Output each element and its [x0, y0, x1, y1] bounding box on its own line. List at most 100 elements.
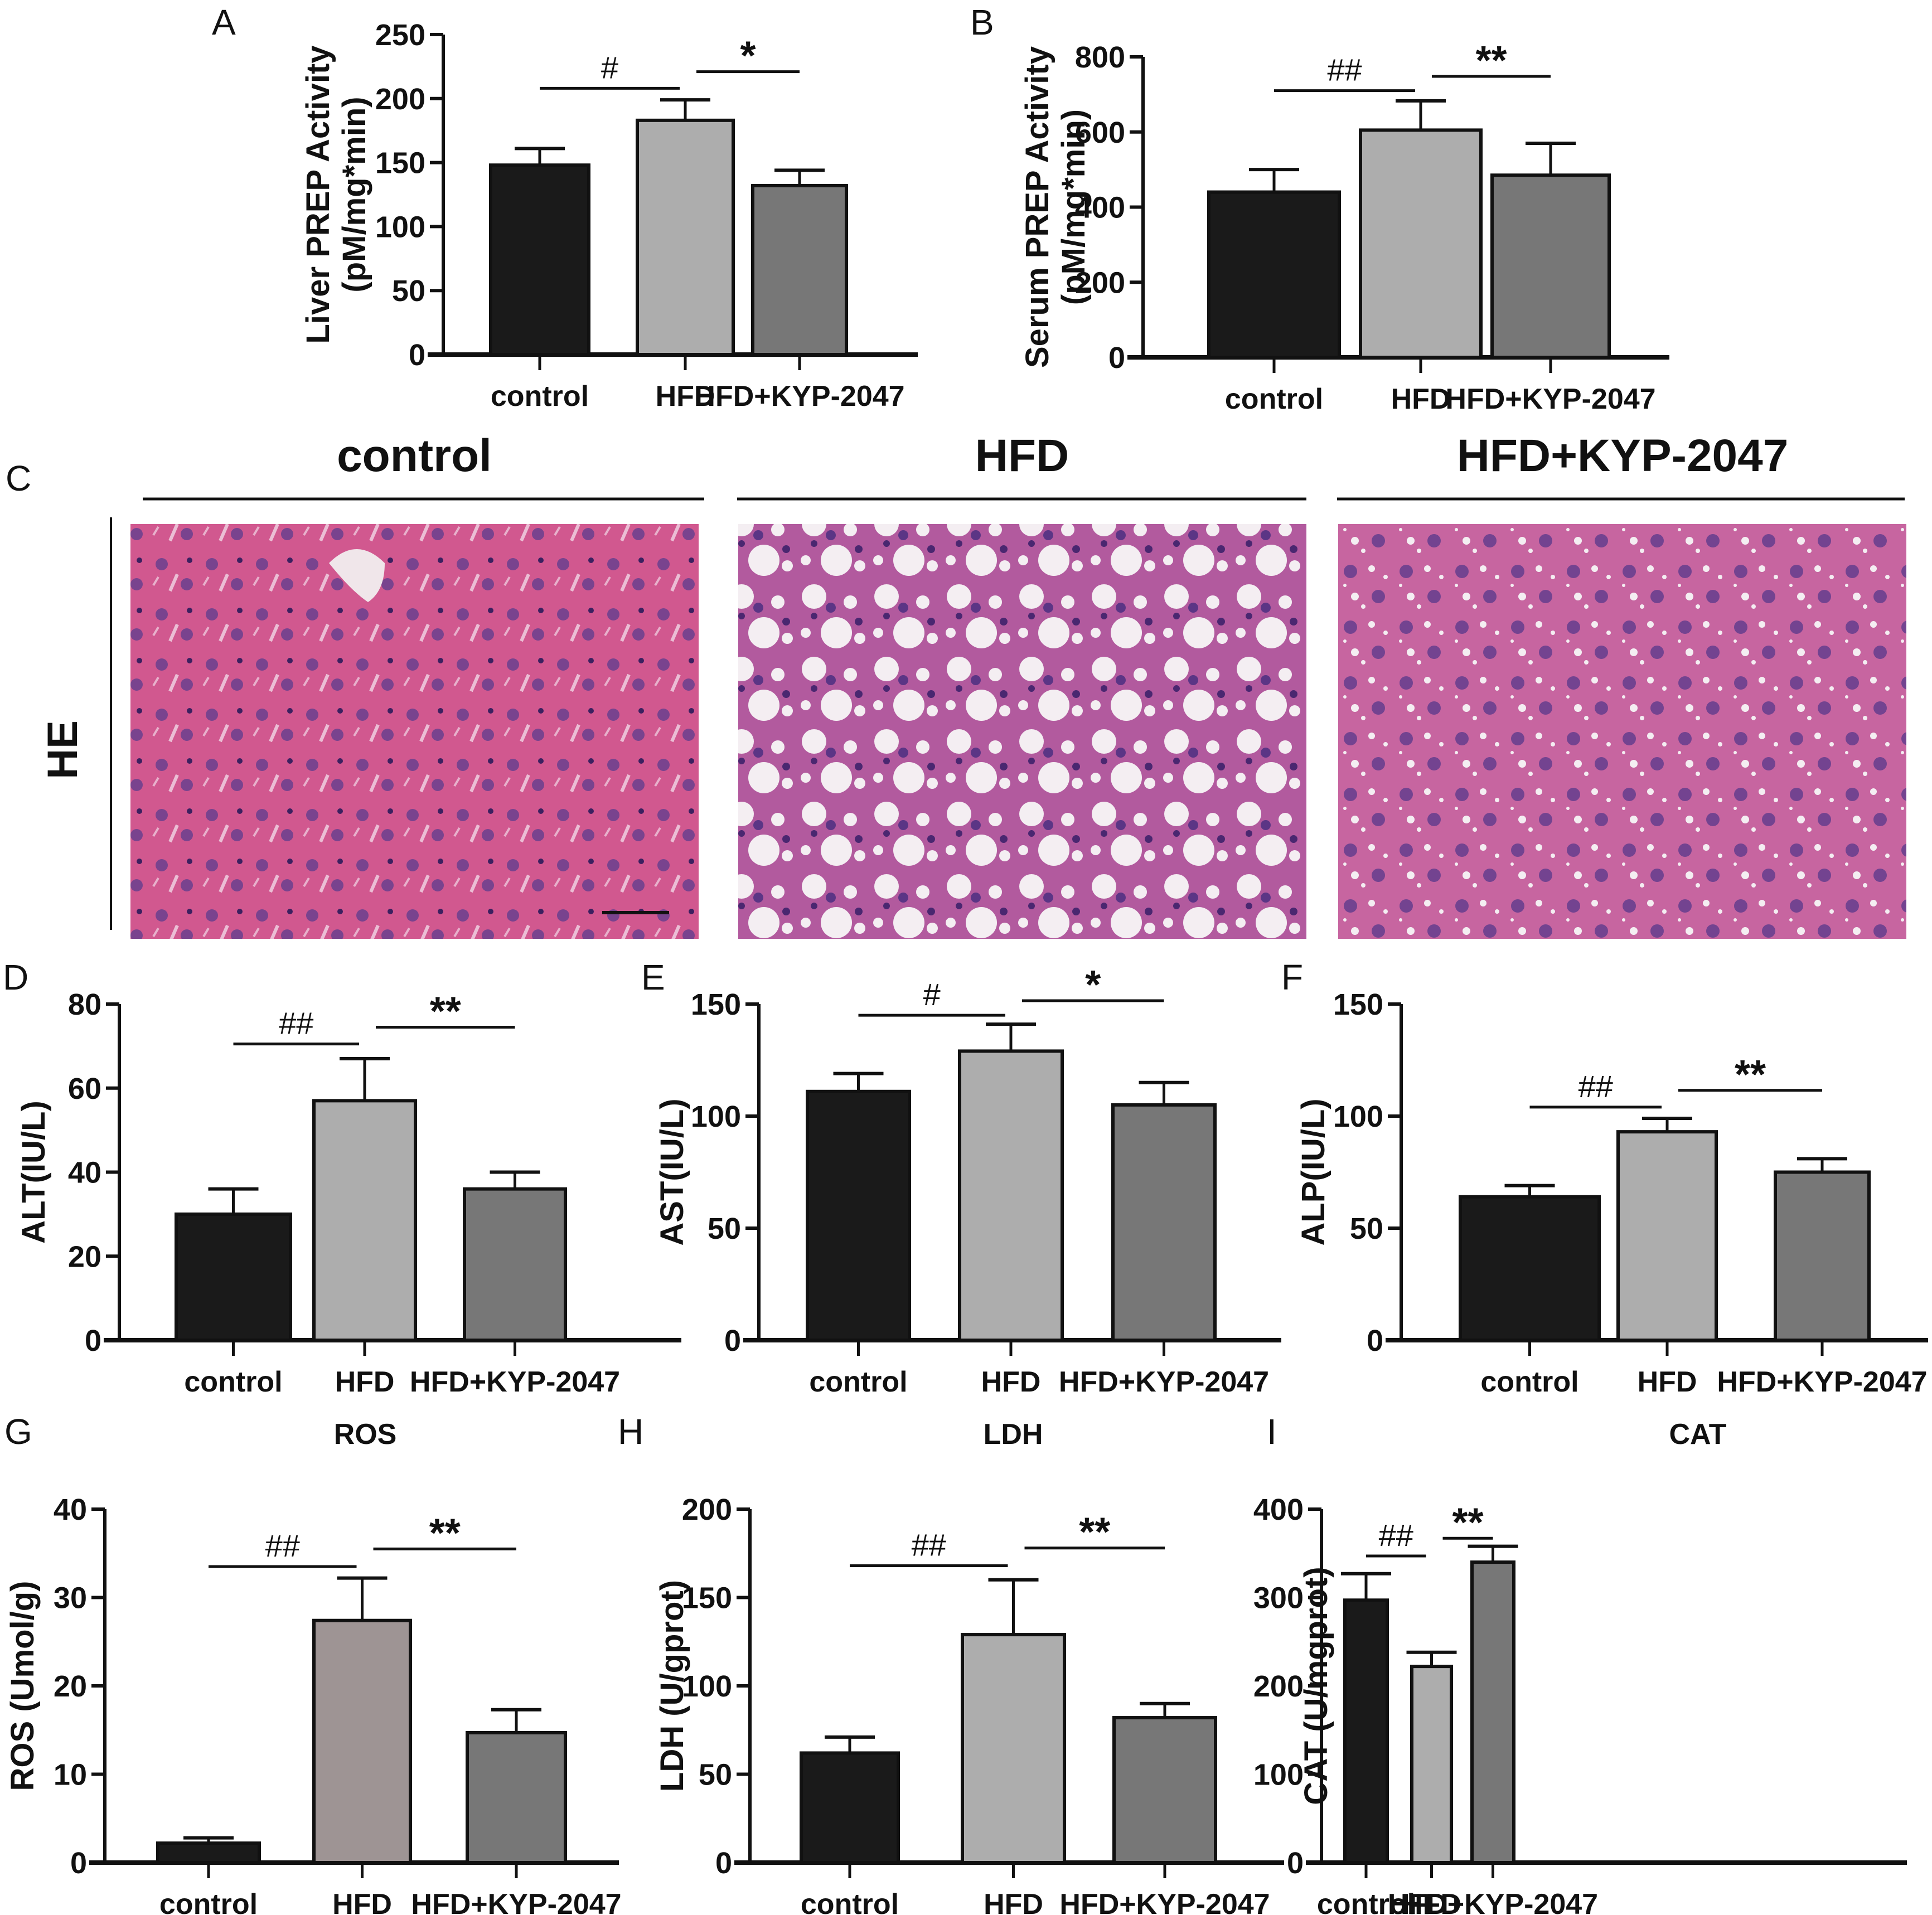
chart-panel-i: I CAT 0 100 200 300 400 CAT (U/mgprot) controlHF…	[1253, 1412, 1907, 1915]
y-tick-label: 0	[85, 1324, 101, 1358]
x-tick-label: HFD	[1638, 1366, 1697, 1398]
y-tick-label: 100	[1333, 1100, 1383, 1133]
y-tick-label: 200	[682, 1493, 732, 1526]
significance-star: *	[740, 34, 756, 79]
y-tick-label: 150	[691, 988, 741, 1021]
significance-hash: ##	[265, 1528, 300, 1563]
significance-hash: ##	[1327, 52, 1362, 88]
histology-image-control	[130, 524, 699, 939]
significance-star: **	[430, 989, 461, 1034]
y-tick-label: 50	[1350, 1212, 1383, 1245]
central-vein	[329, 549, 385, 602]
panel-letter-b: B	[970, 2, 994, 42]
y-tick-label: 300	[1253, 1582, 1304, 1615]
y-tick-label: 600	[1075, 116, 1125, 149]
significance-star: **	[1452, 1500, 1483, 1545]
y-tick-label: 0	[1108, 341, 1125, 375]
bar-control	[1459, 1195, 1601, 1342]
histology-title-control: control	[337, 430, 492, 481]
x-tick-label: control	[801, 1888, 899, 1915]
y-axis-title-units: (pM/mg*min)	[1055, 109, 1092, 305]
y-tick-label: 100	[691, 1100, 741, 1133]
x-tick-label: HFD	[656, 380, 715, 413]
y-tick-label: 0	[715, 1846, 732, 1880]
significance-star: *	[1085, 963, 1101, 1007]
y-tick-label: 0	[724, 1324, 741, 1358]
bar-hfd-kyp-2047	[1470, 1560, 1515, 1865]
bar-control	[175, 1212, 292, 1342]
y-axis-title-units: (pM/mg*min)	[336, 96, 372, 292]
y-tick-label: 30	[54, 1582, 87, 1615]
x-tick-label: HFD+KYP-2047	[1717, 1366, 1927, 1398]
y-axis-title: ALT(IU/L)	[16, 1100, 52, 1244]
y-axis-title: Serum PREP Activity	[1019, 46, 1055, 368]
y-tick-label: 20	[54, 1670, 87, 1703]
x-tick-label: HFD	[981, 1366, 1041, 1398]
y-tick-label: 50	[708, 1212, 741, 1245]
x-tick-label: HFD	[332, 1888, 392, 1915]
x-tick-label: HFD+KYP-2047	[411, 1888, 621, 1915]
x-tick-label: control	[1480, 1366, 1578, 1398]
y-axis-title: CAT (U/mgprot)	[1298, 1567, 1334, 1805]
x-tick-label: HFD	[1402, 1888, 1461, 1915]
x-tick-label: control	[491, 380, 589, 413]
bar-hfd-kyp-2047	[1111, 1103, 1217, 1342]
row-label-he: HE	[39, 720, 86, 779]
bar-hfd-kyp-2047	[466, 1731, 567, 1864]
x-tick-label: HFD+KYP-2047	[410, 1366, 620, 1398]
chart-title: LDH	[984, 1418, 1043, 1451]
y-tick-label: 0	[1367, 1324, 1383, 1358]
y-tick-label: 400	[1075, 191, 1125, 225]
y-axis-title: ALP(IU/L)	[1295, 1098, 1331, 1245]
y-axis-title: ROS (Umol/g)	[4, 1581, 41, 1791]
histology-panel-c: C control HFD HFD+KYP-2047 HE	[6, 430, 1906, 939]
bar-control	[806, 1089, 911, 1342]
significance-star: **	[1475, 38, 1507, 83]
panel-letter-a: A	[212, 2, 236, 42]
bar-hfd	[1616, 1130, 1718, 1342]
bar-hfd-kyp-2047	[1774, 1170, 1871, 1342]
x-tick-label: HFD+KYP-2047	[694, 380, 904, 413]
histology-title-hfd-kyp: HFD+KYP-2047	[1457, 430, 1789, 481]
bar-control	[156, 1841, 261, 1864]
x-tick-label: control	[809, 1366, 907, 1398]
x-tick-label: HFD	[984, 1888, 1043, 1915]
y-tick-label: 0	[409, 338, 425, 372]
chart-panel-g: G ROS 0 10 20 30 40 ROS (Umol/g) control HFD HFD+K…	[4, 1412, 622, 1915]
x-tick-label: HFD+KYP-2047	[1059, 1888, 1270, 1915]
y-tick-label: 0	[1287, 1846, 1304, 1880]
y-tick-label: 100	[682, 1670, 732, 1703]
bar-hfd	[636, 118, 735, 356]
significance-star: **	[1735, 1053, 1766, 1097]
chart-panel-h: H LDH 0 50 100 150 200 LDH (U/gprot) control HFD H…	[618, 1412, 1284, 1915]
chart-panel-b: B 0 200 400 600 800 Serum PREP Activity (pM/mg*…	[970, 2, 1669, 415]
y-tick-label: 200	[1253, 1670, 1304, 1703]
bar-hfd-kyp-2047	[751, 183, 848, 356]
x-tick-label: control	[1225, 383, 1323, 415]
bar-hfd-kyp-2047	[463, 1187, 567, 1342]
x-tick-label: control	[159, 1888, 258, 1915]
y-tick-label: 0	[70, 1846, 87, 1880]
bar-hfd	[1410, 1665, 1453, 1864]
panel-letter-e: E	[641, 957, 665, 997]
significance-hash: #	[601, 50, 618, 85]
y-tick-label: 50	[392, 274, 425, 308]
y-tick-label: 800	[1075, 41, 1125, 74]
histology-image-hfd-kyp	[1338, 524, 1906, 939]
chart-panel-f: F 0 50 100 150 ALP(IU/L) control HFD HFD+KYP-204…	[1281, 957, 1928, 1398]
x-tick-label: HFD+KYP-2047	[1059, 1366, 1269, 1398]
y-tick-label: 250	[375, 18, 425, 52]
panel-letter-d: D	[3, 957, 28, 997]
y-axis-title: AST(IU/L)	[654, 1098, 690, 1245]
bar-control	[489, 163, 590, 356]
y-tick-label: 400	[1253, 1493, 1304, 1526]
chart-panel-d: D 0 20 40 60 80 ALT(IU/L) control HFD HFD+KYP-204…	[3, 957, 681, 1398]
bar-hfd	[1359, 128, 1483, 359]
y-axis-title: LDH (U/gprot)	[654, 1580, 690, 1792]
chart-panel-a: A 0 50 100 150 200 250 Liver PREP Activity (pM/m…	[212, 2, 918, 413]
significance-hash: ##	[912, 1527, 946, 1562]
significance-hash: #	[923, 977, 941, 1012]
y-tick-label: 150	[1333, 988, 1383, 1021]
